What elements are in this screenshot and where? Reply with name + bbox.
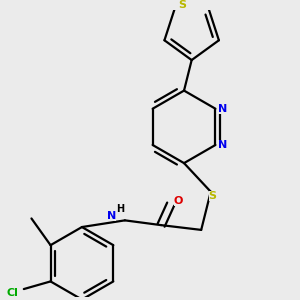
Text: N: N [107, 211, 116, 220]
Text: N: N [218, 104, 228, 114]
Text: O: O [174, 196, 183, 206]
Text: N: N [218, 140, 228, 150]
Text: Cl: Cl [6, 288, 18, 298]
Text: S: S [209, 190, 217, 201]
Text: S: S [178, 0, 187, 11]
Text: H: H [116, 204, 124, 214]
